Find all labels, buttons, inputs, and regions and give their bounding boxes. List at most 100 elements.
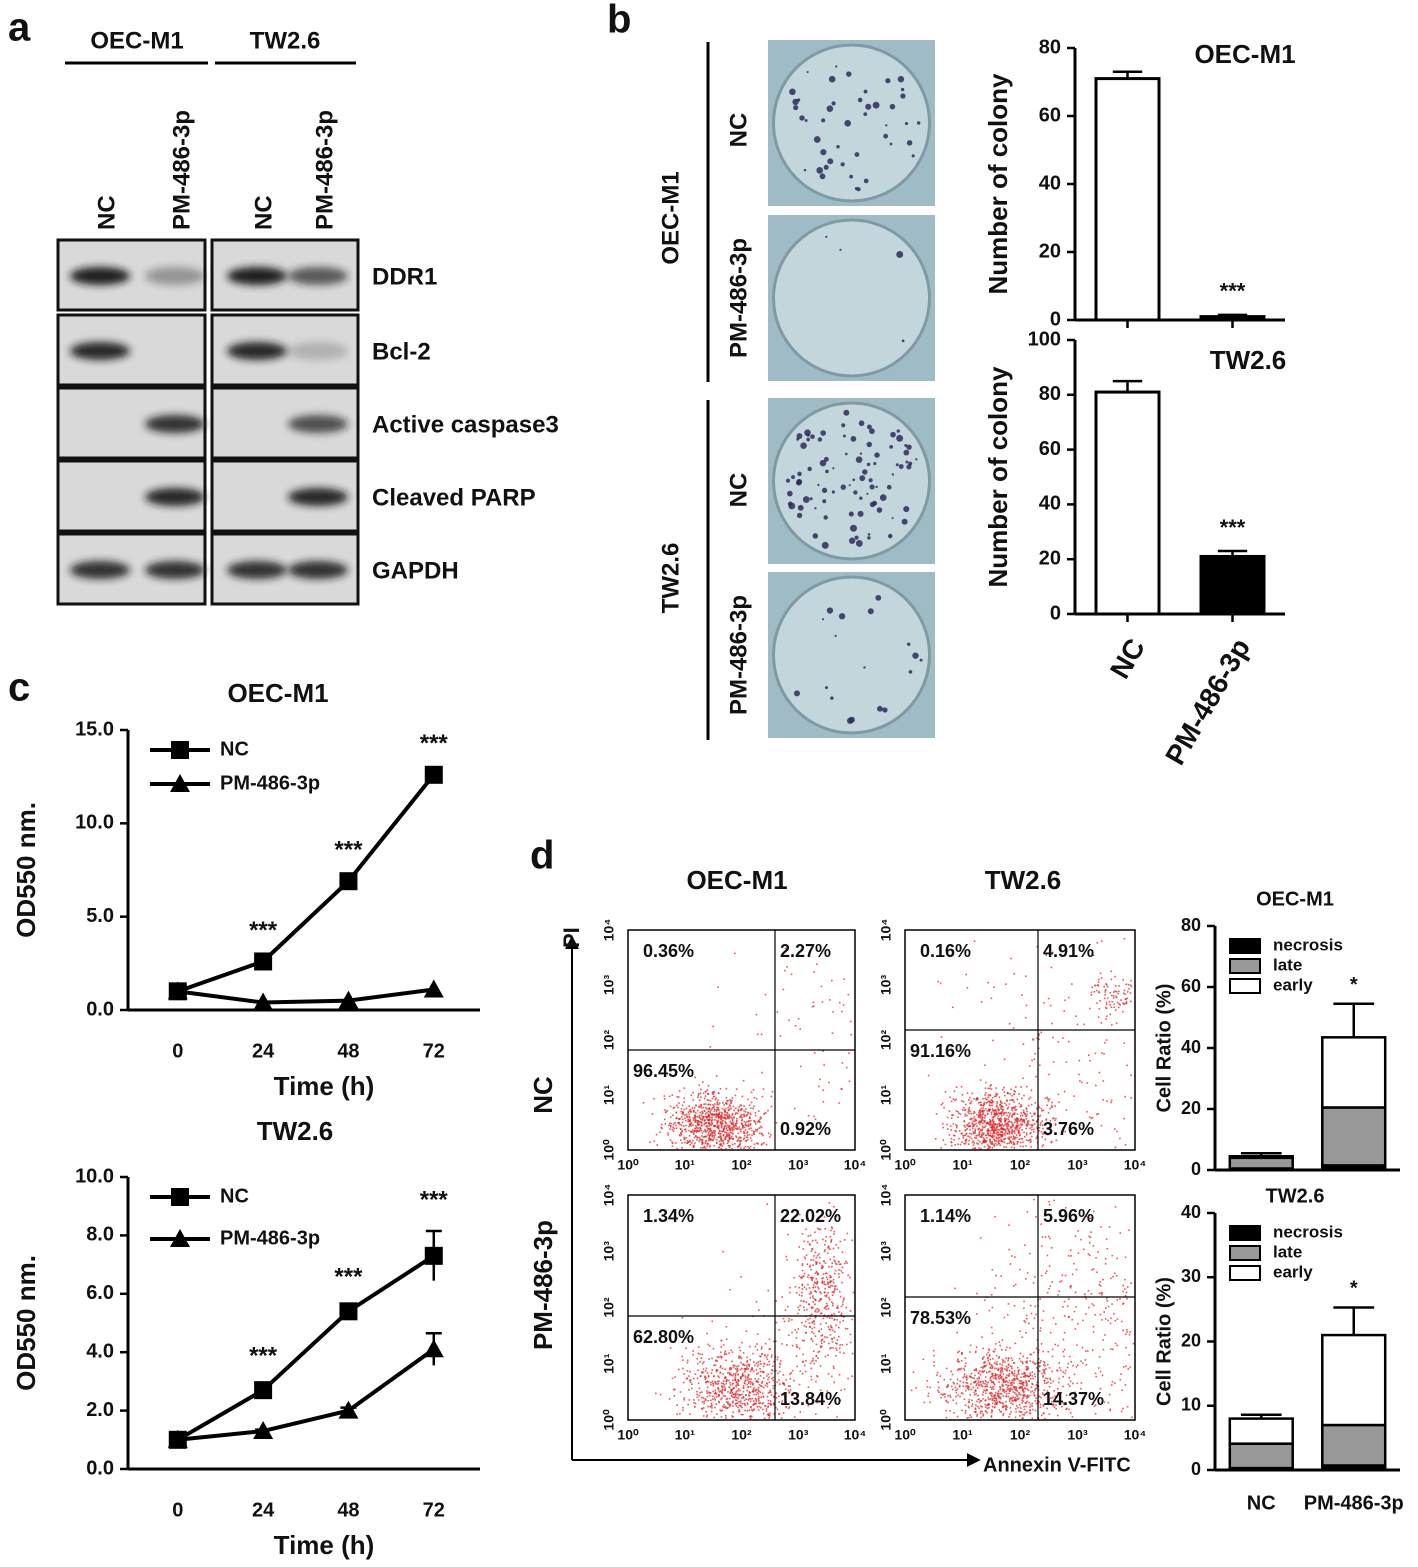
event-dot	[755, 1400, 758, 1403]
colony	[826, 105, 834, 112]
event-dot	[1009, 1388, 1012, 1390]
event-dot	[748, 1120, 750, 1123]
event-dot	[1071, 1273, 1074, 1276]
event-dot	[1000, 1376, 1003, 1378]
event-dot	[839, 1240, 842, 1243]
event-dot	[778, 1413, 781, 1416]
event-dot	[838, 1273, 840, 1275]
event-dot	[1008, 1128, 1010, 1130]
event-dot	[984, 1125, 987, 1127]
event-dot	[1123, 1003, 1126, 1005]
event-dot	[996, 1401, 998, 1404]
event-dot	[745, 1108, 747, 1110]
event-dot	[718, 1113, 721, 1116]
event-dot	[1007, 1118, 1010, 1121]
event-dot	[1004, 1119, 1007, 1122]
event-dot	[669, 1125, 672, 1127]
colony	[916, 121, 921, 125]
event-dot	[786, 1305, 789, 1308]
event-dot	[740, 1361, 742, 1364]
quadrant-percent: 4.91%	[1043, 941, 1094, 961]
event-dot	[980, 1136, 982, 1138]
event-dot	[1017, 1398, 1020, 1401]
event-dot	[1074, 1398, 1077, 1401]
event-dot	[1007, 1359, 1009, 1362]
protein-label: GAPDH	[372, 557, 459, 584]
event-dot	[1036, 1362, 1038, 1365]
event-dot	[736, 1367, 739, 1370]
event-dot	[796, 1331, 798, 1334]
event-dot	[686, 1377, 689, 1380]
event-dot	[1021, 1385, 1023, 1388]
event-dot	[733, 1396, 736, 1398]
event-dot	[691, 1139, 694, 1142]
event-dot	[748, 1116, 751, 1118]
event-dot	[1000, 1138, 1002, 1141]
event-dot	[742, 1374, 744, 1376]
event-dot	[811, 1279, 813, 1282]
event-dot	[1071, 1318, 1074, 1321]
event-dot	[715, 1138, 718, 1141]
event-dot	[1112, 1313, 1115, 1315]
event-dot	[1006, 1125, 1009, 1128]
event-dot	[681, 1355, 684, 1358]
event-dot	[750, 1408, 753, 1411]
event-dot	[1043, 1002, 1045, 1004]
event-dot	[703, 1119, 706, 1122]
event-dot	[834, 1285, 837, 1287]
event-dot	[764, 1405, 766, 1407]
event-dot	[1018, 1093, 1020, 1095]
event-dot	[719, 1371, 721, 1374]
event-dot	[1000, 1130, 1003, 1133]
event-dot	[994, 1128, 997, 1131]
event-dot	[995, 1132, 998, 1135]
event-dot	[1011, 1128, 1014, 1131]
event-dot	[985, 1381, 988, 1383]
event-dot	[745, 1377, 747, 1379]
tick-label: 10⁰	[878, 1139, 894, 1161]
event-dot	[910, 1389, 913, 1392]
event-dot	[746, 1389, 748, 1392]
event-dot	[735, 1390, 738, 1393]
event-dot	[1087, 1054, 1090, 1056]
event-dot	[1001, 1106, 1004, 1108]
event-dot	[740, 1276, 742, 1278]
event-dot	[831, 1294, 834, 1297]
event-dot	[1033, 1392, 1035, 1394]
event-dot	[1030, 1145, 1033, 1148]
tick-label: 10²	[878, 1030, 894, 1051]
event-dot	[1067, 1362, 1069, 1365]
event-dot	[982, 1097, 984, 1100]
event-dot	[979, 1412, 982, 1415]
event-dot	[953, 1090, 956, 1093]
event-dot	[1010, 1411, 1012, 1413]
event-dot	[977, 1398, 980, 1401]
event-dot	[761, 1382, 763, 1384]
event-dot	[692, 1145, 695, 1148]
event-dot	[684, 1117, 686, 1119]
event-dot	[942, 1139, 944, 1141]
event-dot	[981, 1114, 983, 1116]
event-dot	[1055, 1139, 1058, 1142]
event-dot	[740, 1405, 742, 1408]
event-dot	[1075, 1015, 1077, 1018]
event-dot	[805, 1254, 808, 1257]
event-dot	[694, 1121, 697, 1123]
event-dot	[755, 1128, 757, 1131]
event-dot	[769, 1391, 772, 1394]
event-dot	[1012, 1386, 1015, 1389]
event-dot	[749, 1345, 751, 1348]
event-dot	[748, 1133, 751, 1136]
event-dot	[812, 1286, 815, 1289]
colony	[919, 658, 923, 662]
event-dot	[939, 982, 942, 985]
event-dot	[979, 1112, 982, 1115]
event-dot	[808, 1293, 811, 1295]
event-dot	[810, 1338, 813, 1341]
significance: ***	[249, 917, 278, 944]
event-dot	[954, 1099, 956, 1102]
event-dot	[1039, 1298, 1041, 1300]
event-dot	[755, 1013, 758, 1016]
event-dot	[739, 1389, 741, 1392]
event-dot	[1018, 1410, 1021, 1413]
